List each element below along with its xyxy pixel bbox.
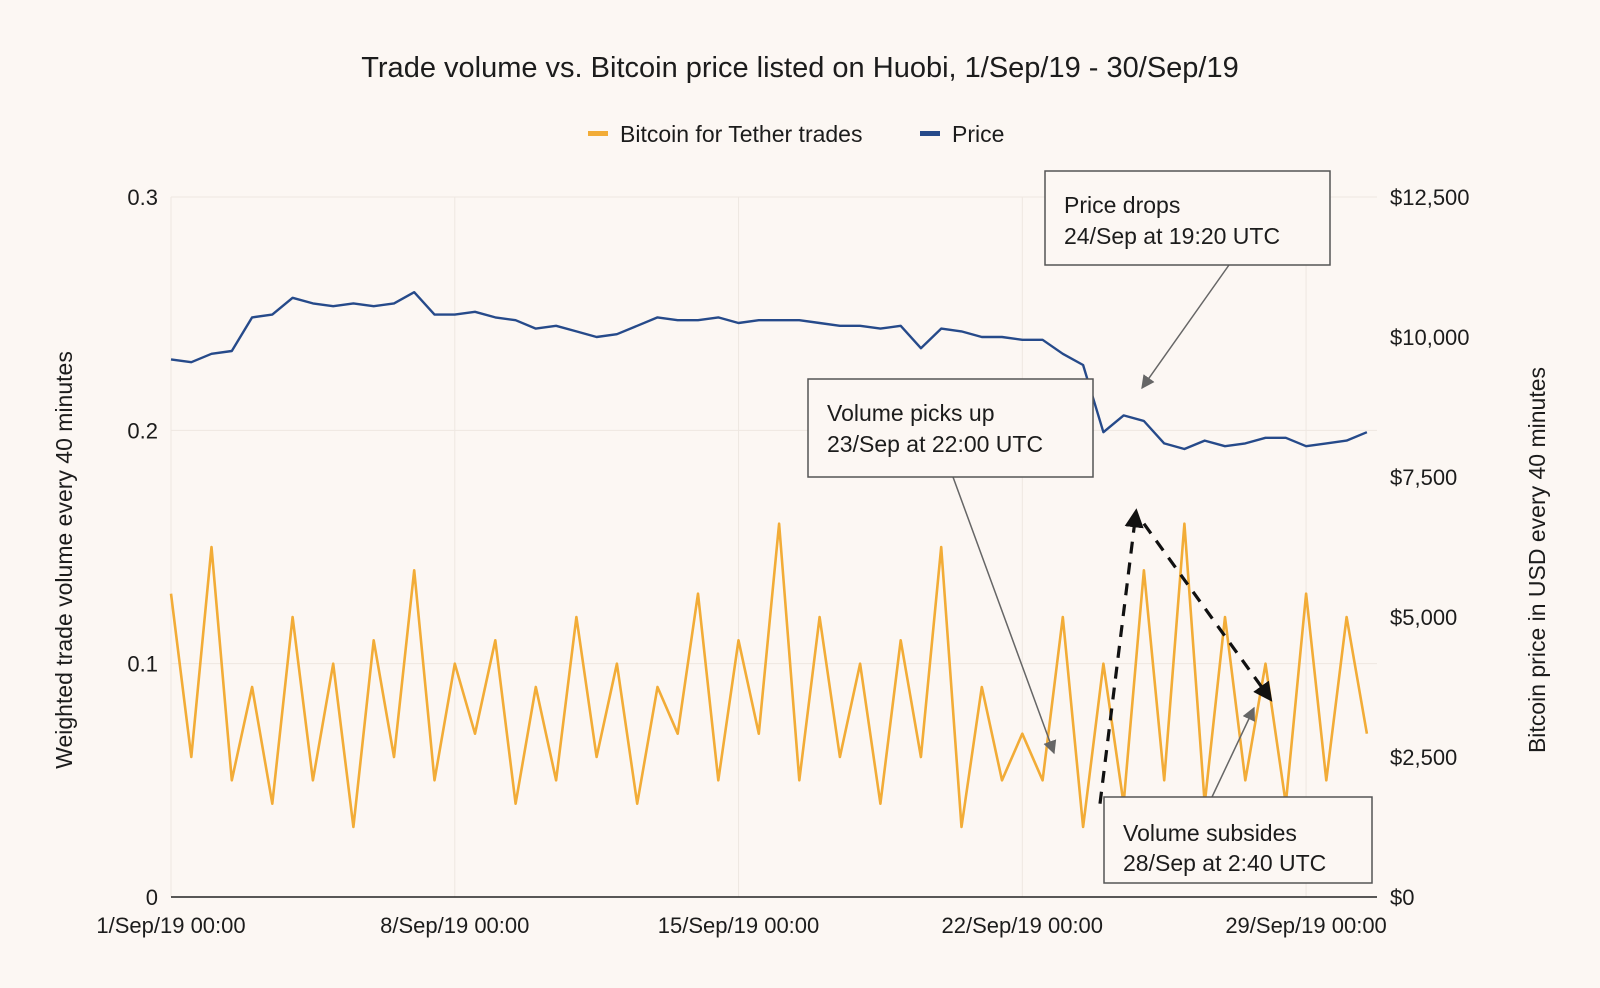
right-y-tick-label: $10,000 xyxy=(1390,325,1470,350)
left-y-tick-label: 0.3 xyxy=(127,185,158,210)
x-tick-label: 29/Sep/19 00:00 xyxy=(1225,913,1386,938)
series-line-price xyxy=(170,291,1368,451)
legend-label-price: Price xyxy=(952,121,1004,147)
annotation-price-drops: Price drops 24/Sep at 19:20 UTC xyxy=(1044,170,1331,390)
right-y-tick-label: $7,500 xyxy=(1390,465,1457,490)
right-y-axis-title: Bitcoin price in USD every 40 minutes xyxy=(1524,367,1550,753)
right-y-axis-ticks: $0 $2,500 $5,000 $7,500 $10,000 $12,500 xyxy=(1390,185,1470,910)
x-axis-ticks: 1/Sep/19 00:00 8/Sep/19 00:00 15/Sep/19 00… xyxy=(96,913,1386,938)
annotation-line: 23/Sep at 22:00 UTC xyxy=(827,431,1043,457)
gridlines xyxy=(170,196,1377,897)
series-line-bitcoin-for-tether-trades xyxy=(169,522,1369,829)
series-layer xyxy=(169,291,1369,829)
trend-arrow xyxy=(1098,508,1144,804)
x-tick-label: 8/Sep/19 00:00 xyxy=(380,913,529,938)
right-y-tick-label: $12,500 xyxy=(1390,185,1470,210)
right-y-tick-label: $5,000 xyxy=(1390,605,1457,630)
trend-arrow xyxy=(1142,522,1273,702)
annotation-volume-picks-up: Volume picks up 23/Sep at 22:00 UTC xyxy=(807,378,1094,755)
x-tick-label: 1/Sep/19 00:00 xyxy=(96,913,245,938)
left-y-tick-label: 0 xyxy=(146,885,158,910)
left-y-axis-title: Weighted trade volume every 40 minutes xyxy=(51,351,77,769)
x-tick-label: 22/Sep/19 00:00 xyxy=(942,913,1103,938)
x-tick-label: 15/Sep/19 00:00 xyxy=(658,913,819,938)
legend: Bitcoin for Tether trades Price xyxy=(588,121,1004,147)
annotation-line: 24/Sep at 19:20 UTC xyxy=(1064,223,1280,249)
annotation-line: Price drops xyxy=(1064,192,1180,218)
annotation-pointer xyxy=(1141,264,1230,390)
legend-swatch-trades xyxy=(588,131,608,136)
annotation-volume-subsides: Volume subsides 28/Sep at 2:40 UTC xyxy=(1103,706,1373,884)
annotation-pointer xyxy=(952,476,1057,755)
trend-arrows xyxy=(1098,508,1273,804)
right-y-tick-label: $0 xyxy=(1390,885,1414,910)
left-y-tick-label: 0.1 xyxy=(127,652,158,677)
chart-title: Trade volume vs. Bitcoin price listed on… xyxy=(361,52,1238,84)
annotation-box xyxy=(1103,796,1373,884)
annotation-line: 28/Sep at 2:40 UTC xyxy=(1123,850,1326,876)
left-y-tick-label: 0.2 xyxy=(127,418,158,443)
annotation-line: Volume picks up xyxy=(827,400,994,426)
legend-label-trades: Bitcoin for Tether trades xyxy=(620,121,862,147)
annotation-line: Volume subsides xyxy=(1123,820,1297,846)
annotation-box xyxy=(1044,170,1331,266)
annotation-pointer xyxy=(1211,706,1255,798)
annotation-box xyxy=(807,378,1094,478)
legend-swatch-price xyxy=(920,131,940,136)
right-y-tick-label: $2,500 xyxy=(1390,745,1457,770)
left-y-axis-ticks: 0 0.1 0.2 0.3 xyxy=(127,185,158,910)
